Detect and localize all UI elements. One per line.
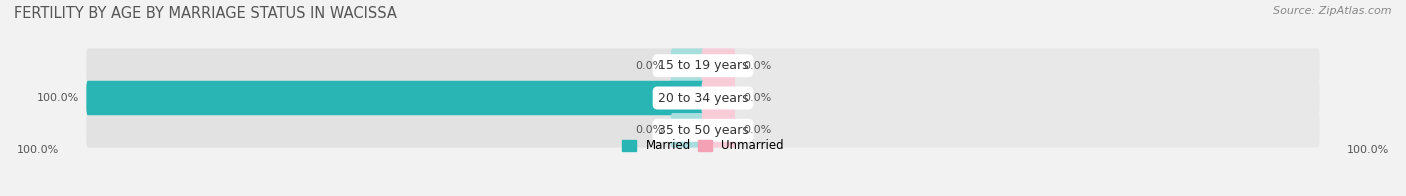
FancyBboxPatch shape <box>86 48 704 83</box>
FancyBboxPatch shape <box>86 113 704 148</box>
FancyBboxPatch shape <box>702 113 735 148</box>
Text: 100.0%: 100.0% <box>1347 145 1389 155</box>
Text: Source: ZipAtlas.com: Source: ZipAtlas.com <box>1274 6 1392 16</box>
Legend: Married, Unmarried: Married, Unmarried <box>621 140 785 152</box>
Text: FERTILITY BY AGE BY MARRIAGE STATUS IN WACISSA: FERTILITY BY AGE BY MARRIAGE STATUS IN W… <box>14 6 396 21</box>
FancyBboxPatch shape <box>702 113 1320 148</box>
FancyBboxPatch shape <box>86 81 704 115</box>
Text: 20 to 34 years: 20 to 34 years <box>658 92 748 104</box>
FancyBboxPatch shape <box>702 81 735 115</box>
Text: 35 to 50 years: 35 to 50 years <box>658 124 748 137</box>
FancyBboxPatch shape <box>671 48 704 83</box>
Text: 0.0%: 0.0% <box>742 125 772 135</box>
Text: 0.0%: 0.0% <box>634 125 664 135</box>
FancyBboxPatch shape <box>702 48 735 83</box>
Text: 15 to 19 years: 15 to 19 years <box>658 59 748 72</box>
Text: 0.0%: 0.0% <box>634 61 664 71</box>
Text: 0.0%: 0.0% <box>742 93 772 103</box>
FancyBboxPatch shape <box>671 113 704 148</box>
FancyBboxPatch shape <box>702 81 1320 115</box>
Text: 100.0%: 100.0% <box>17 145 59 155</box>
FancyBboxPatch shape <box>702 48 1320 83</box>
FancyBboxPatch shape <box>86 81 704 115</box>
Text: 0.0%: 0.0% <box>742 61 772 71</box>
Text: 100.0%: 100.0% <box>37 93 79 103</box>
